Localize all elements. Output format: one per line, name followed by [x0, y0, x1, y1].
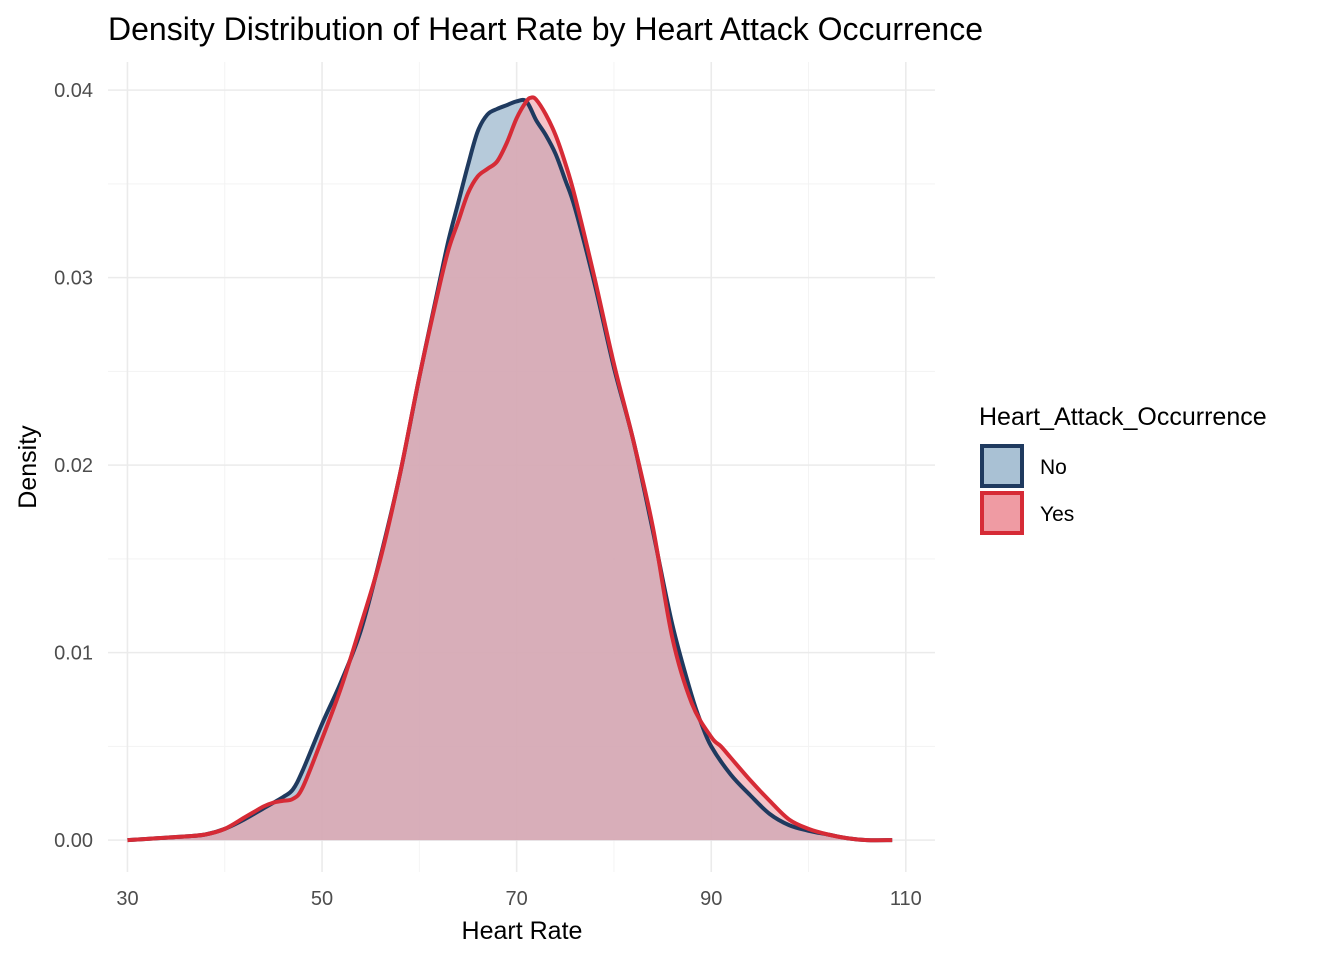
y-tick-label: 0.04 — [54, 80, 93, 102]
legend-key-yes — [980, 491, 1024, 535]
x-axis-title: Heart Rate — [462, 917, 583, 945]
density-area-yes — [127, 97, 893, 841]
y-tick-label: 0.03 — [54, 268, 93, 290]
legend-title: Heart_Attack_Occurrence — [979, 403, 1267, 431]
density-lines — [127, 95, 893, 843]
legend-label-no: No — [1040, 456, 1067, 479]
x-tick-label: 70 — [506, 888, 528, 910]
legend-label-yes: Yes — [1040, 503, 1074, 526]
y-axis-title: Density — [14, 425, 42, 509]
x-tick-label: 50 — [311, 888, 333, 910]
density-areas — [127, 97, 893, 841]
x-tick-label: 30 — [116, 888, 138, 910]
y-tick-label: 0.00 — [54, 830, 93, 852]
y-tick-label: 0.01 — [54, 643, 93, 665]
x-axis-ticks: 30 50 70 90 110 — [116, 888, 921, 910]
legend-key-no — [980, 444, 1024, 488]
y-tick-label: 0.02 — [54, 455, 93, 477]
legend: Heart_Attack_Occurrence No Yes — [979, 403, 1267, 535]
density-line-no — [127, 97, 893, 843]
x-tick-label: 110 — [890, 888, 922, 910]
y-axis-ticks: 0.00 0.01 0.02 0.03 0.04 — [54, 80, 93, 852]
chart-title: Density Distribution of Heart Rate by He… — [108, 11, 983, 47]
x-tick-label: 90 — [700, 888, 722, 910]
density-line-yes — [127, 95, 893, 843]
